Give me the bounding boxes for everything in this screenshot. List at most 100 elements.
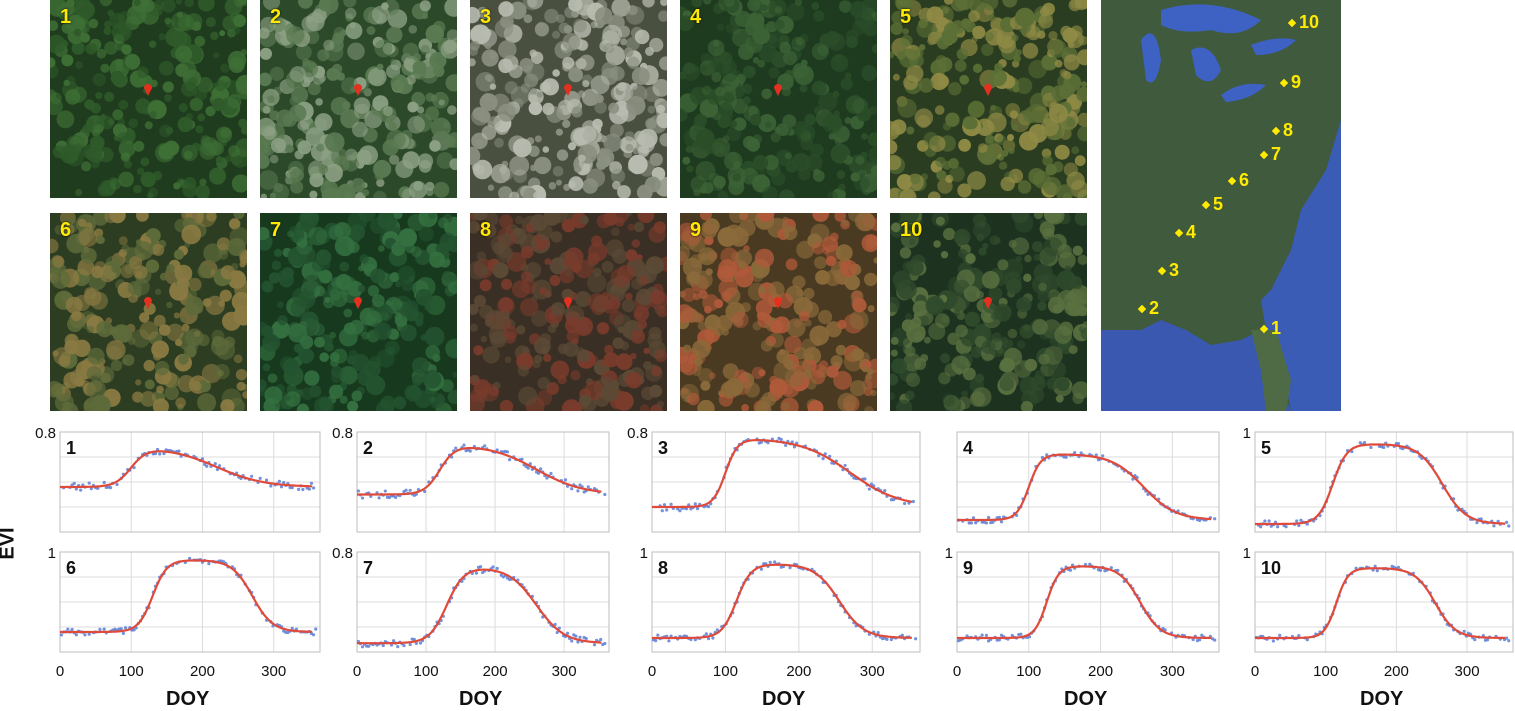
x-tick-label: 0 <box>56 663 64 680</box>
data-point <box>59 633 64 637</box>
data-point <box>1027 635 1032 639</box>
data-point <box>565 631 570 635</box>
data-point <box>1299 518 1303 522</box>
data-point <box>1295 519 1299 523</box>
data-point <box>423 489 427 494</box>
aerial-photo-9: 9 <box>680 213 877 411</box>
aerial-photo-10: 10 <box>890 213 1087 411</box>
y-tick-label: 0.8 <box>332 545 353 562</box>
data-point <box>213 461 217 466</box>
data-point <box>1492 524 1496 528</box>
data-point <box>408 642 412 647</box>
y-tick-label: 0.8 <box>332 425 353 442</box>
data-point <box>1475 521 1479 525</box>
data-point <box>773 560 777 564</box>
data-point <box>1297 523 1301 528</box>
location-pin-icon <box>143 82 153 96</box>
aerial-photo-1: 1 <box>50 0 247 198</box>
data-point <box>79 488 83 492</box>
evi-chart-1: 10.8 <box>35 425 321 533</box>
data-point <box>389 643 394 647</box>
data-point <box>205 464 209 468</box>
plot-frame <box>1254 551 1514 653</box>
x-tick-label: 100 <box>414 663 439 680</box>
data-point <box>217 464 222 468</box>
data-point <box>87 632 91 636</box>
data-point <box>784 443 788 448</box>
location-pin-icon <box>353 295 363 309</box>
fit-curve <box>652 439 913 509</box>
data-point <box>290 486 294 490</box>
data-point <box>759 567 764 571</box>
fit-curve <box>957 453 1212 522</box>
map-site-label: 7 <box>1271 144 1282 164</box>
data-point <box>132 628 136 632</box>
data-point <box>282 480 286 485</box>
data-point <box>762 562 766 566</box>
data-point <box>177 449 181 453</box>
data-point <box>153 452 158 456</box>
data-point <box>883 488 887 493</box>
data-point <box>779 437 783 442</box>
aerial-photo-5: 5 <box>890 0 1087 198</box>
data-point <box>505 450 510 454</box>
data-point <box>1267 519 1271 523</box>
data-point <box>1373 564 1377 568</box>
data-point <box>991 520 995 524</box>
data-point <box>662 503 667 507</box>
data-point <box>974 521 978 525</box>
site-map: 1 2 3 4 5 6 7 8 9 10 <box>1101 0 1341 411</box>
data-point <box>969 521 973 525</box>
photo-label: 6 <box>60 219 72 241</box>
data-point <box>584 636 588 641</box>
plot-frame <box>59 551 321 653</box>
data-point <box>599 637 603 642</box>
panel-number: 9 <box>963 558 973 578</box>
y-axis-label: EVI <box>0 527 19 560</box>
data-point <box>314 627 318 631</box>
data-point <box>1305 522 1309 526</box>
x-axis-label: DOY <box>459 688 503 710</box>
x-tick-label: 300 <box>552 663 577 680</box>
data-point <box>545 476 549 480</box>
data-point <box>1259 525 1263 529</box>
data-point <box>297 487 301 491</box>
data-point <box>66 627 70 631</box>
data-point <box>549 471 553 476</box>
panel-number: 6 <box>66 558 76 578</box>
data-point <box>1507 639 1511 643</box>
panel-number: 5 <box>1261 438 1271 458</box>
aerial-photo-6: 6 <box>50 213 247 411</box>
data-point <box>578 635 582 639</box>
data-point <box>491 565 495 569</box>
data-point <box>1213 517 1217 521</box>
location-pin-icon <box>773 82 783 96</box>
data-point <box>911 499 915 504</box>
data-point <box>706 637 711 641</box>
data-point <box>1479 517 1483 521</box>
photo-label: 10 <box>900 219 923 241</box>
data-point <box>1079 451 1083 455</box>
data-point <box>526 466 530 470</box>
x-tick-label: 100 <box>1016 663 1041 680</box>
data-point <box>704 632 708 636</box>
data-point <box>1094 453 1098 457</box>
y-tick-label: 0.8 <box>35 425 56 442</box>
x-tick-label: 100 <box>713 663 738 680</box>
fit-curve <box>957 565 1212 640</box>
data-point <box>902 501 907 506</box>
data-point <box>408 488 412 492</box>
plot-frame <box>956 431 1220 533</box>
photo-label: 1 <box>60 6 72 28</box>
data-point <box>876 630 880 635</box>
panel-number: 2 <box>363 438 373 458</box>
panel-number: 4 <box>963 438 973 458</box>
plot-frame <box>956 551 1220 653</box>
data-point <box>1276 525 1280 529</box>
data-point <box>843 463 847 468</box>
map-site-label: 4 <box>1186 222 1197 242</box>
x-axis-label: DOY <box>1064 688 1108 710</box>
data-point <box>474 571 479 575</box>
data-point <box>603 641 607 646</box>
data-point <box>792 445 797 449</box>
